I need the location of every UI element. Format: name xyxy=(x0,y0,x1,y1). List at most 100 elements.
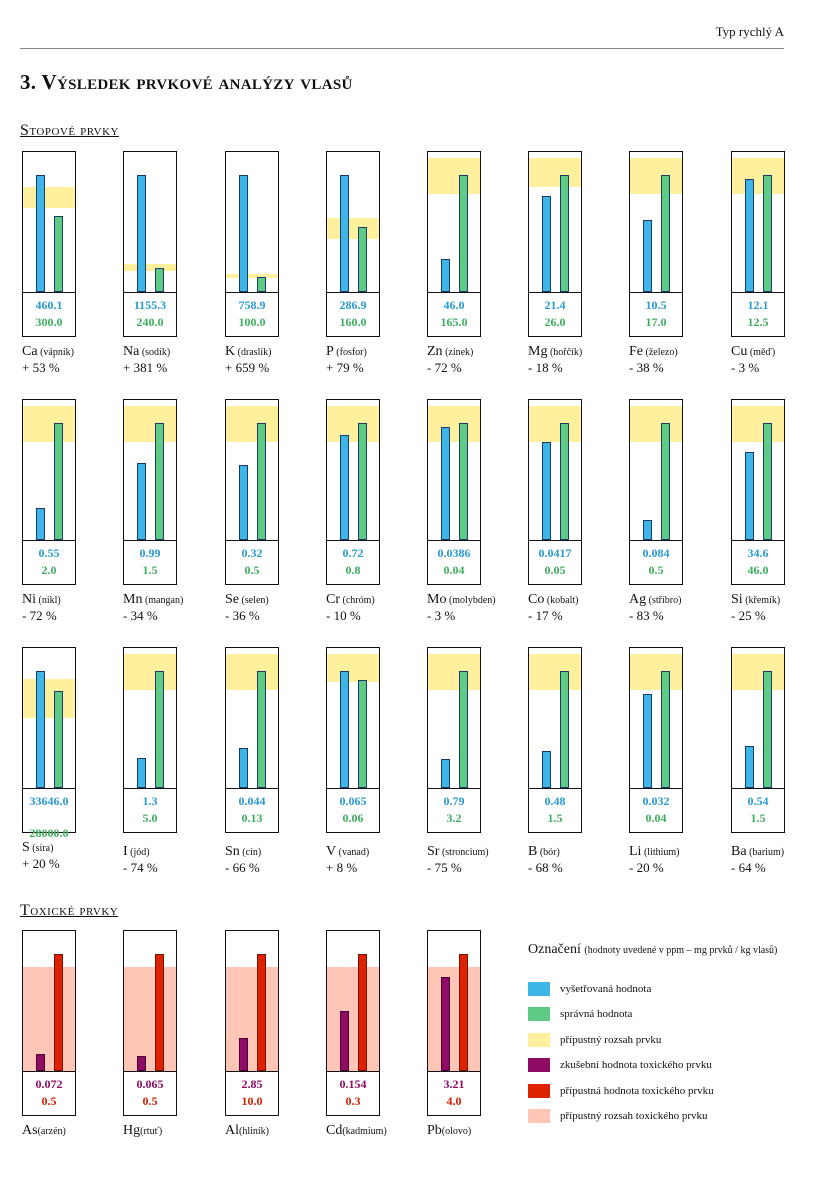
toxic-measured-value: 0.065 xyxy=(136,1077,164,1091)
correct-value: 46.0 xyxy=(747,563,769,577)
correct-bar xyxy=(358,680,367,788)
element-card-mo: 0.0386 0.04 xyxy=(427,399,481,585)
measured-value: 0.48 xyxy=(544,794,566,808)
element-name: (hořčík) xyxy=(547,347,583,358)
element-name: (draslík) xyxy=(235,347,272,358)
measured-bar xyxy=(745,745,754,788)
measured-value: 21.4 xyxy=(544,298,566,312)
correct-bar xyxy=(54,423,63,540)
element-percent: - 20 % xyxy=(629,860,664,875)
element-percent: - 34 % xyxy=(123,608,158,623)
measured-bar xyxy=(36,507,45,540)
plot-area xyxy=(529,648,581,789)
element-label: S (síra) xyxy=(22,839,53,856)
element-name: (molybden) xyxy=(446,595,496,606)
correct-value: 160.0 xyxy=(339,315,367,329)
measured-value: 0.99 xyxy=(139,546,161,560)
plot-area xyxy=(327,648,379,789)
element-card-si: 34.6 46.0 xyxy=(731,399,785,585)
toxic-allowed-bar xyxy=(358,954,367,1071)
element-name: (arzén) xyxy=(37,1126,66,1137)
toxic-measured-value: 3.21 xyxy=(443,1077,465,1091)
element-percent: - 64 % xyxy=(731,860,766,875)
element-name: (lithium) xyxy=(641,847,680,858)
toxic-measured-value: 0.072 xyxy=(35,1077,63,1091)
plot-area xyxy=(124,400,176,541)
plot-area xyxy=(23,648,75,789)
element-card-sr: 0.79 3.2 xyxy=(427,647,481,833)
element-percent: + 53 % xyxy=(22,360,60,375)
element-percent: - 3 % xyxy=(731,360,760,375)
element-card-zn: 46.0 165.0 xyxy=(427,151,481,337)
toxic-range-band xyxy=(327,967,379,1071)
element-label: Ni (nikl) xyxy=(22,591,61,608)
correct-bar xyxy=(358,423,367,540)
toxic-allowed-value: 0.5 xyxy=(41,1094,57,1108)
plot-area xyxy=(124,931,176,1072)
element-name: (chróm) xyxy=(340,595,375,606)
range-band xyxy=(630,157,682,194)
element-percent: - 10 % xyxy=(326,608,361,623)
measured-bar xyxy=(441,427,450,540)
toxic-measured-bar xyxy=(137,1055,146,1071)
range-band xyxy=(327,405,379,442)
element-name: (vápník) xyxy=(37,347,74,358)
correct-bar xyxy=(459,175,468,292)
element-label: I (jód) xyxy=(123,843,150,860)
element-label: Sr (stroncium) xyxy=(427,843,489,860)
element-label: Ag (stříbro) xyxy=(629,591,681,608)
measured-bar xyxy=(441,259,450,292)
range-band xyxy=(732,405,784,442)
element-card-s: 33646.0 28000.0 xyxy=(22,647,76,840)
correct-value: 0.04 xyxy=(443,563,465,577)
element-card-i: 1.3 5.0 xyxy=(123,647,177,833)
section-title-toxic: Toxické prvky xyxy=(20,902,119,919)
element-percent: - 72 % xyxy=(427,360,462,375)
legend-swatch xyxy=(528,1007,550,1021)
plot-area xyxy=(630,648,682,789)
element-card-na: 1155.3 240.0 xyxy=(123,151,177,337)
element-symbol: Mn xyxy=(123,592,143,607)
element-percent: - 18 % xyxy=(528,360,563,375)
measured-value: 0.79 xyxy=(443,794,465,808)
range-band xyxy=(23,678,75,718)
measured-bar xyxy=(441,759,450,788)
measured-bar xyxy=(340,434,349,540)
page-title: 3. Výsledek prvkové analýzy vlasů xyxy=(20,70,353,94)
element-percent: - 68 % xyxy=(528,860,563,875)
measured-value: 286.9 xyxy=(339,298,367,312)
element-card-cu: 12.1 12.5 xyxy=(731,151,785,337)
element-symbol: Na xyxy=(123,344,140,359)
range-band xyxy=(428,405,480,442)
measured-bar xyxy=(542,195,551,292)
element-symbol: As xyxy=(22,1123,38,1138)
range-band xyxy=(732,157,784,194)
element-symbol: Fe xyxy=(629,344,643,359)
range-band xyxy=(23,405,75,442)
measured-value: 34.6 xyxy=(747,546,769,560)
element-symbol: Ag xyxy=(629,592,647,607)
correct-value: 17.0 xyxy=(645,315,667,329)
plot-area xyxy=(327,400,379,541)
measured-value: 0.0386 xyxy=(437,546,471,560)
element-name: (sodík) xyxy=(139,347,171,358)
measured-value: 1.3 xyxy=(142,794,158,808)
element-symbol: Li xyxy=(629,844,642,859)
element-name: (kobalt) xyxy=(544,595,579,606)
element-name: (barium) xyxy=(746,847,785,858)
measured-bar xyxy=(340,671,349,788)
plot-area xyxy=(23,400,75,541)
element-symbol: Cu xyxy=(731,344,748,359)
element-symbol: Mo xyxy=(427,592,447,607)
element-label: Cd(kadmium) xyxy=(326,1122,387,1139)
element-label: Sn (cín) xyxy=(225,843,261,860)
correct-value: 12.5 xyxy=(747,315,769,329)
correct-bar xyxy=(155,423,164,540)
legend-swatch xyxy=(528,1033,550,1047)
element-card-fe: 10.5 17.0 xyxy=(629,151,683,337)
correct-value: 3.2 xyxy=(446,811,462,825)
legend-swatch xyxy=(528,982,550,996)
element-symbol: Co xyxy=(528,592,545,607)
legend-label: zkušební hodnota toxického prvku xyxy=(560,1059,712,1071)
plot-area xyxy=(124,648,176,789)
